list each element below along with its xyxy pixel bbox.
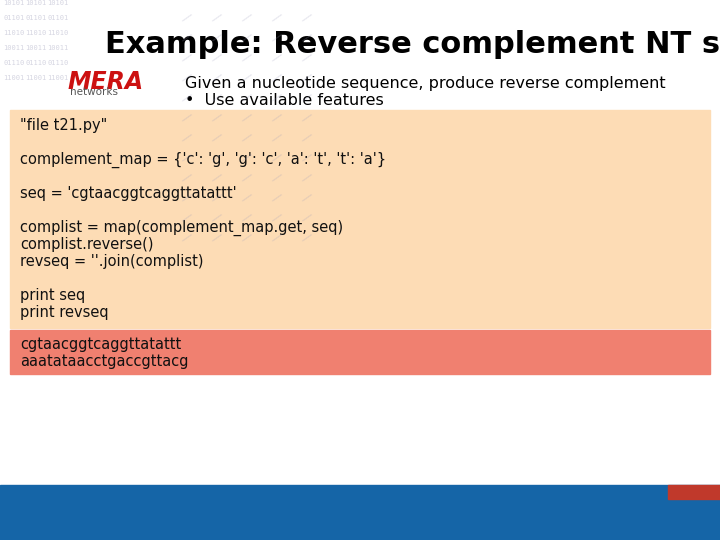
Text: /: / [240, 30, 253, 45]
Text: complist.reverse(): complist.reverse() [20, 237, 153, 252]
Text: complist = map(complement_map.get, seq): complist = map(complement_map.get, seq) [20, 220, 343, 236]
Text: /: / [240, 70, 253, 85]
Text: /: / [240, 130, 253, 145]
Text: seq = 'cgtaacggtcaggttatattt': seq = 'cgtaacggtcaggttatattt' [20, 186, 237, 201]
Text: /: / [210, 170, 223, 185]
Text: /: / [210, 210, 223, 225]
Text: /: / [270, 90, 283, 105]
Bar [0, 485, 720, 540]
Text: /: / [210, 230, 223, 245]
Text: /: / [180, 170, 193, 185]
Text: /: / [180, 50, 193, 65]
Text: /: / [240, 190, 253, 205]
Text: /: / [180, 10, 193, 25]
Text: /: / [300, 30, 313, 45]
Text: /: / [180, 210, 193, 225]
Text: 01101: 01101 [25, 15, 46, 21]
Text: 11001: 11001 [25, 75, 46, 81]
Text: /: / [210, 50, 223, 65]
Text: /: / [210, 130, 223, 145]
Text: /: / [240, 170, 253, 185]
Text: networks: networks [70, 87, 118, 97]
Text: /: / [210, 70, 223, 85]
Text: /: / [180, 90, 193, 105]
Text: /: / [240, 90, 253, 105]
Text: /: / [300, 90, 313, 105]
Text: 11010: 11010 [25, 30, 46, 36]
Text: /: / [210, 10, 223, 25]
Text: /: / [300, 10, 313, 25]
Text: 01101: 01101 [3, 15, 24, 21]
Text: /: / [180, 70, 193, 85]
Text: 10101: 10101 [3, 0, 24, 6]
Text: /: / [300, 110, 313, 125]
Text: 01110: 01110 [25, 60, 46, 66]
Text: /: / [240, 230, 253, 245]
Text: revseq = ''.join(complist): revseq = ''.join(complist) [20, 254, 204, 269]
Text: /: / [270, 10, 283, 25]
Text: /: / [270, 50, 283, 65]
Text: /: / [300, 190, 313, 205]
Text: /: / [180, 110, 193, 125]
Bar [10, 110, 710, 328]
Text: /: / [270, 230, 283, 245]
Text: /: / [180, 30, 193, 45]
Text: 10011: 10011 [47, 45, 68, 51]
Text: /: / [180, 190, 193, 205]
Text: print revseq: print revseq [20, 305, 109, 320]
Text: /: / [270, 30, 283, 45]
Text: /: / [240, 50, 253, 65]
Text: 11001: 11001 [3, 75, 24, 81]
Text: /: / [300, 170, 313, 185]
Text: Example: Reverse complement NT sequence: Example: Reverse complement NT sequence [105, 30, 720, 59]
Text: /: / [210, 110, 223, 125]
Bar [668, 485, 720, 499]
Text: /: / [270, 210, 283, 225]
Text: /: / [270, 170, 283, 185]
Text: /: / [270, 150, 283, 165]
Text: 10011: 10011 [25, 45, 46, 51]
Text: 11010: 11010 [47, 30, 68, 36]
Text: print seq: print seq [20, 288, 85, 303]
Text: /: / [300, 130, 313, 145]
Text: 10101: 10101 [47, 0, 68, 6]
Text: /: / [240, 150, 253, 165]
Text: aaatataacctgaccgttacg: aaatataacctgaccgttacg [20, 354, 189, 369]
Text: /: / [240, 210, 253, 225]
Text: /: / [300, 50, 313, 65]
Text: /: / [300, 210, 313, 225]
Text: /: / [240, 110, 253, 125]
Text: 01110: 01110 [47, 60, 68, 66]
Text: /: / [300, 150, 313, 165]
Text: /: / [270, 190, 283, 205]
Text: complement_map = {'c': 'g', 'g': 'c', 'a': 't', 't': 'a'}: complement_map = {'c': 'g', 'g': 'c', 'a… [20, 152, 386, 168]
Text: /: / [210, 150, 223, 165]
Text: 11001: 11001 [47, 75, 68, 81]
Text: /: / [240, 10, 253, 25]
Text: /: / [210, 190, 223, 205]
Text: 01110: 01110 [3, 60, 24, 66]
Text: MERA: MERA [68, 70, 144, 94]
Text: /: / [180, 150, 193, 165]
Text: /: / [300, 70, 313, 85]
Text: /: / [210, 30, 223, 45]
Text: Given a nucleotide sequence, produce reverse complement: Given a nucleotide sequence, produce rev… [185, 76, 665, 91]
Text: "file t21.py": "file t21.py" [20, 118, 107, 133]
Text: /: / [210, 90, 223, 105]
Text: /: / [270, 70, 283, 85]
Text: /: / [270, 130, 283, 145]
Text: 11010: 11010 [3, 30, 24, 36]
Bar [10, 330, 710, 374]
Text: /: / [300, 230, 313, 245]
Text: /: / [180, 230, 193, 245]
Text: 01101: 01101 [47, 15, 68, 21]
Text: /: / [270, 110, 283, 125]
Text: cgtaacggtcaggttatattt: cgtaacggtcaggttatattt [20, 337, 181, 352]
Text: •  Use available features: • Use available features [185, 93, 384, 108]
Text: 10011: 10011 [3, 45, 24, 51]
Text: /: / [180, 130, 193, 145]
Text: 10101: 10101 [25, 0, 46, 6]
